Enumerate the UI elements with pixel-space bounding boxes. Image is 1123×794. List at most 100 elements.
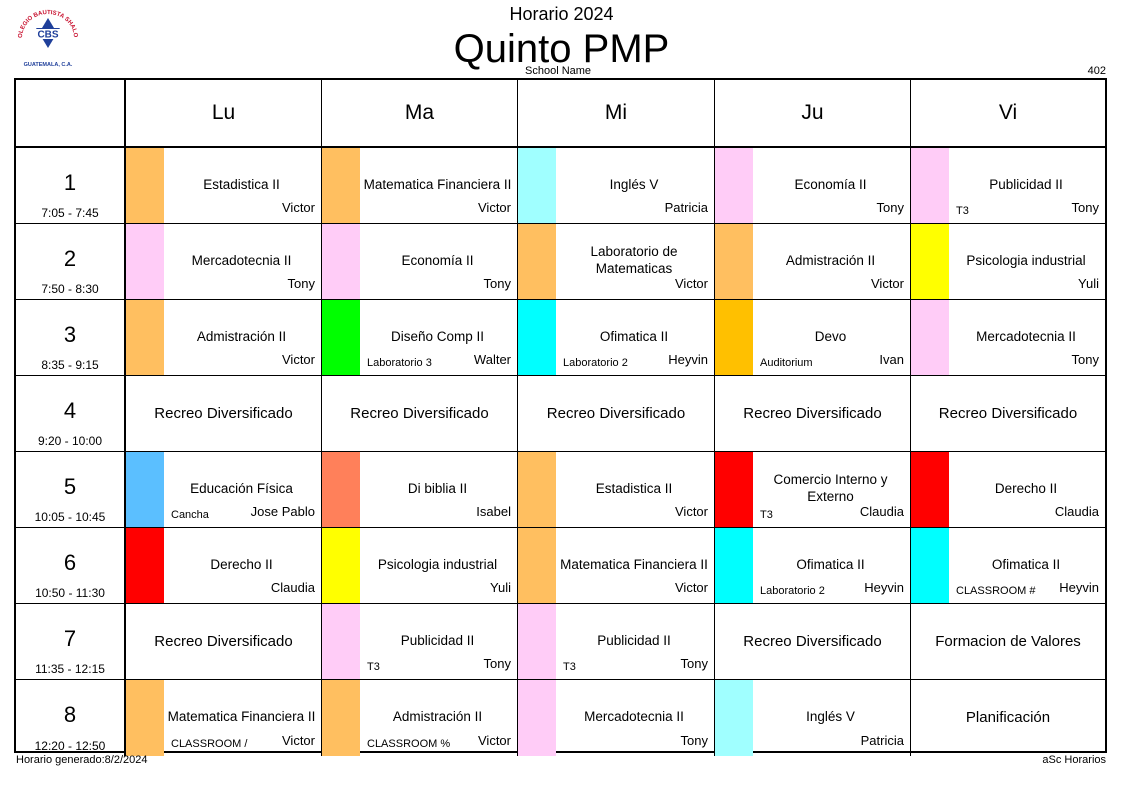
room-location: T3	[760, 509, 773, 521]
teacher-name: Claudia	[859, 504, 904, 519]
lesson-cell: Derecho II Claudia	[126, 528, 322, 604]
lesson-cell: Recreo Diversificado	[322, 376, 518, 452]
lesson-cell: Ofimatica II Heyvin Laboratorio 2	[715, 528, 911, 604]
subject-color-stripe	[911, 148, 949, 223]
room-number: 402	[1087, 65, 1106, 77]
subject-color-stripe	[126, 300, 164, 375]
period-cell: 5 10:05 - 10:45	[16, 452, 126, 528]
room-location: Laboratorio 2	[760, 585, 825, 597]
subject-color-stripe	[322, 224, 360, 299]
teacher-name: Tony	[483, 276, 511, 291]
subject-color-stripe	[715, 452, 753, 527]
lesson-cell: Estadistica II Victor	[126, 148, 322, 224]
lesson-cell: Admistración II Victor CLASSROOM %	[322, 680, 518, 756]
logo-initials: CBS	[37, 30, 58, 41]
subject-name: Publicidad II	[400, 632, 475, 648]
room-location: T3	[563, 661, 576, 673]
period-cell: 2 7:50 - 8:30	[16, 224, 126, 300]
lesson-cell: Inglés V Patricia	[715, 680, 911, 756]
subject-name: Educación Física	[190, 480, 293, 496]
subject-color-stripe	[322, 528, 360, 603]
school-name: School Name	[525, 65, 592, 77]
teacher-name: Claudia	[1054, 504, 1099, 519]
teacher-name: Ivan	[879, 352, 904, 367]
subject-color-stripe	[715, 300, 753, 375]
lesson-cell: Planificación	[911, 680, 1105, 756]
teacher-name: Claudia	[270, 580, 315, 595]
teacher-name: Yuli	[1078, 276, 1099, 291]
period-time: 10:50 - 11:30	[35, 586, 105, 600]
period-time: 9:20 - 10:00	[37, 434, 103, 448]
subject-name: Matematica Financiera II	[560, 556, 708, 572]
subject-name: Economía II	[794, 176, 867, 192]
lesson-cell: Educación Física Jose Pablo Cancha	[126, 452, 322, 528]
teacher-name: Victor	[675, 276, 708, 291]
subject-name: Devo	[814, 328, 847, 344]
day-header: Ju	[715, 80, 911, 148]
subject-color-stripe	[715, 148, 753, 223]
subject-color-stripe	[126, 452, 164, 527]
room-location: CLASSROOM /	[171, 738, 248, 750]
subject-name: Recreo Diversificado	[938, 404, 1078, 422]
period-time: 11:35 - 12:15	[35, 662, 105, 676]
period-cell: 1 7:05 - 7:45	[16, 148, 126, 224]
subject-color-stripe	[911, 528, 949, 603]
lesson-cell: Matematica Financiera II Victor	[518, 528, 715, 604]
teacher-name: Victor	[282, 352, 315, 367]
lesson-cell: Diseño Comp II Walter Laboratorio 3	[322, 300, 518, 376]
period-cell: 4 9:20 - 10:00	[16, 376, 126, 452]
lesson-cell: Recreo Diversificado	[126, 376, 322, 452]
subject-color-stripe	[518, 528, 556, 603]
teacher-name: Heyvin	[1059, 580, 1099, 595]
lesson-cell: Formacion de Valores	[911, 604, 1105, 680]
period-cell: 7 11:35 - 12:15	[16, 604, 126, 680]
period-time: 12:20 - 12:50	[34, 739, 106, 753]
corner-cell	[16, 80, 126, 148]
teacher-name: Tony	[680, 733, 708, 748]
subject-name: Publicidad II	[597, 632, 671, 648]
lesson-cell: Recreo Diversificado	[126, 604, 322, 680]
room-location: Laboratorio 2	[563, 357, 628, 369]
teacher-name: Heyvin	[668, 352, 708, 367]
lesson-cell: Publicidad II Tony T3	[911, 148, 1105, 224]
subject-color-stripe	[911, 300, 949, 375]
teacher-name: Jose Pablo	[250, 504, 315, 519]
subject-name: Derecho II	[210, 556, 273, 572]
subject-color-stripe	[322, 300, 360, 375]
subject-name: Admistración II	[785, 252, 876, 268]
subject-color-stripe	[126, 224, 164, 299]
subject-color-stripe	[518, 148, 556, 223]
lesson-cell: Economía II Tony	[322, 224, 518, 300]
subject-name: Estadistica II	[595, 480, 673, 496]
day-header: Ma	[322, 80, 518, 148]
subject-name: Inglés V	[806, 708, 855, 724]
subject-name: Recreo Diversificado	[154, 632, 293, 650]
day-header: Lu	[126, 80, 322, 148]
subject-name: Derecho II	[994, 480, 1058, 496]
subject-name: Recreo Diversificado	[743, 404, 882, 422]
subject-name: Di biblia II	[407, 480, 468, 496]
subject-color-stripe	[126, 680, 164, 756]
subject-color-stripe	[715, 680, 753, 756]
subject-color-stripe	[911, 224, 949, 299]
teacher-name: Yuli	[490, 580, 511, 595]
period-cell: 8 12:20 - 12:50	[16, 680, 126, 756]
lesson-cell: Derecho II Claudia	[911, 452, 1105, 528]
teacher-name: Victor	[282, 200, 315, 215]
teacher-name: Patricia	[664, 200, 708, 215]
subject-color-stripe	[518, 680, 556, 756]
room-location: Cancha	[171, 509, 209, 521]
class-title: Quinto PMP	[453, 27, 670, 71]
lesson-cell: Mercadotecnia II Tony	[126, 224, 322, 300]
software-brand: aSc Horarios	[1042, 754, 1106, 766]
subject-name: Admistración II	[196, 328, 287, 344]
subject-color-stripe	[322, 452, 360, 527]
subject-name: Estadistica II	[203, 176, 280, 192]
lesson-cell: Psicologia industrial Yuli	[911, 224, 1105, 300]
subject-name: Mercadotecnia II	[584, 708, 684, 724]
lesson-cell: Estadistica II Victor	[518, 452, 715, 528]
teacher-name: Tony	[1071, 200, 1099, 215]
room-location: T3	[367, 661, 380, 673]
subject-color-stripe	[715, 224, 753, 299]
subject-name: Diseño Comp II	[390, 328, 485, 344]
